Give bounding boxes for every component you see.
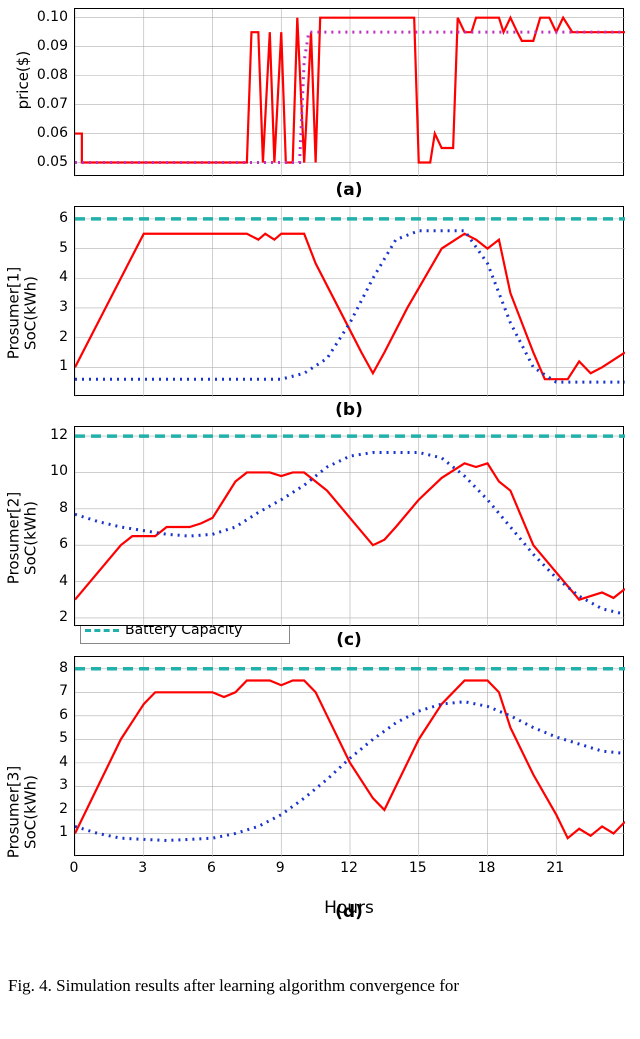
ytick-label: 0.10 (8, 9, 68, 25)
xtick-label: 21 (543, 860, 567, 876)
panel-b: Prosumer[1]SoC(kWh)123456Agent-based Sce… (8, 206, 632, 420)
ytick-label: 5 (8, 240, 68, 256)
ytick-label: 6 (8, 707, 68, 723)
panel-sublabel: (b) (74, 400, 624, 420)
ytick-label: 0.05 (8, 154, 68, 170)
ytick-label: 8 (8, 500, 68, 516)
ytick-label: 6 (8, 536, 68, 552)
figure-caption: Fig. 4. Simulation results after learnin… (8, 976, 632, 996)
figure: price($)0.050.060.070.080.090.10Buy Pric… (8, 8, 632, 968)
xtick-label: 6 (200, 860, 224, 876)
ytick-label: 5 (8, 730, 68, 746)
ytick-label: 2 (8, 329, 68, 345)
ytick-label: 10 (8, 463, 68, 479)
plot-area (74, 206, 624, 396)
ytick-label: 0.07 (8, 96, 68, 112)
ytick-label: 1 (8, 824, 68, 840)
panel-sublabel: (c) (74, 630, 624, 650)
panel-c: Prosumer[2]SoC(kWh)24681012Agent-based S… (8, 426, 632, 650)
xtick-label: 0 (62, 860, 86, 876)
xtick-label: 18 (475, 860, 499, 876)
panel-sublabel: (a) (74, 180, 624, 200)
plot-area (74, 656, 624, 856)
ytick-label: 8 (8, 660, 68, 676)
ytick-label: 3 (8, 299, 68, 315)
ytick-label: 2 (8, 609, 68, 625)
ytick-label: 0.06 (8, 125, 68, 141)
panel-d: Prosumer[3]SoC(kWh)12345678Agent-based S… (8, 656, 632, 968)
ytick-label: 1 (8, 358, 68, 374)
xtick-label: 12 (337, 860, 361, 876)
xtick-label: 9 (268, 860, 292, 876)
ytick-label: 7 (8, 683, 68, 699)
panel-a: price($)0.050.060.070.080.090.10Buy Pric… (8, 8, 632, 200)
ytick-label: 3 (8, 777, 68, 793)
ytick-label: 0.08 (8, 67, 68, 83)
panel-sublabel: (d) (74, 902, 624, 922)
ytick-label: 4 (8, 269, 68, 285)
plot-area (74, 426, 624, 626)
xtick-label: 3 (131, 860, 155, 876)
plot-area (74, 8, 624, 176)
ytick-label: 0.09 (8, 38, 68, 54)
ytick-label: 6 (8, 210, 68, 226)
ytick-label: 4 (8, 573, 68, 589)
xtick-label: 15 (406, 860, 430, 876)
ytick-label: 12 (8, 427, 68, 443)
ytick-label: 2 (8, 801, 68, 817)
ytick-label: 4 (8, 754, 68, 770)
